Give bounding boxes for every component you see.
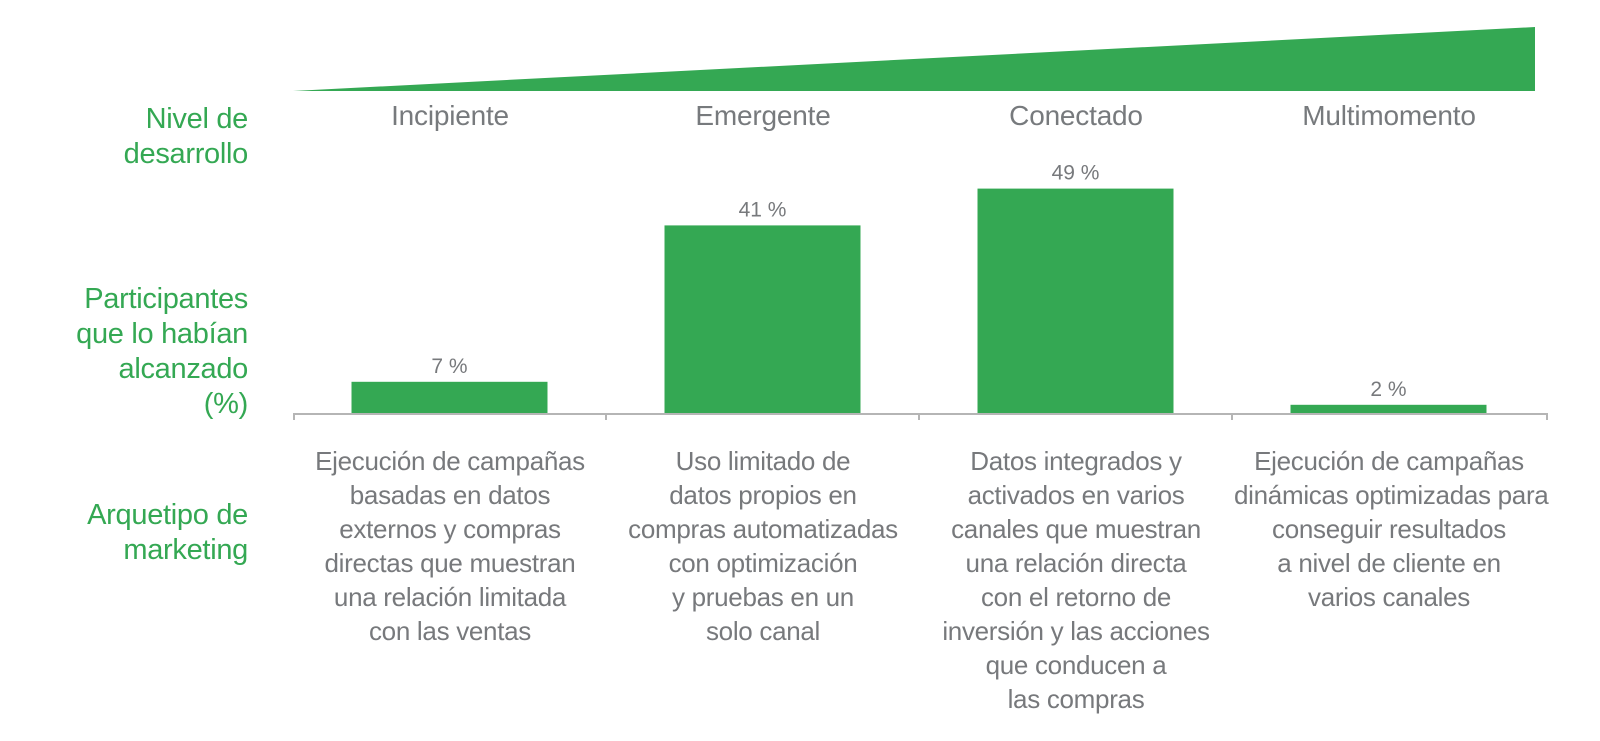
archetype-line: Datos integrados y — [970, 446, 1182, 476]
row-label-participants-line: Participantes — [84, 283, 248, 315]
archetype-line: solo canal — [705, 616, 821, 646]
archetype-line: inversión y las acciones — [942, 616, 1210, 646]
bar-conectado — [977, 188, 1174, 414]
bar-value-label: 7 % — [431, 355, 467, 378]
archetype-line: con las ventas — [368, 616, 531, 646]
archetype-line: directas que muestran — [324, 548, 576, 578]
row-label-level: Nivel de desarrollo — [123, 102, 249, 172]
archetype-line: compras automatizadas — [628, 514, 898, 544]
archetype-line: dinámicas optimizadas para — [1234, 480, 1549, 510]
archetype-line: basadas en datos — [349, 480, 551, 510]
archetype-line: canales que muestran — [951, 514, 1201, 544]
stage-label: Conectado — [1009, 100, 1143, 131]
row-label-level-line: desarrollo — [123, 138, 249, 170]
row-label-participants-line: que lo habían — [76, 318, 248, 350]
bar-multimomento — [1290, 404, 1487, 414]
archetype-line: externos y compras — [339, 514, 561, 544]
stage-label: Multimomento — [1302, 100, 1476, 131]
stage-label: Emergente — [695, 100, 831, 131]
stage-label: Incipiente — [391, 100, 509, 131]
bar-value-label: 49 % — [1052, 162, 1100, 185]
row-label-archetype: Arquetipo de marketing — [87, 498, 248, 568]
archetype-line: varios canales — [1308, 582, 1470, 612]
archetype-line: y pruebas en un — [672, 582, 854, 612]
bar-value-label: 2 % — [1370, 378, 1406, 401]
archetype-line: con el retorno de — [980, 582, 1172, 612]
row-label-participants-line: (%) — [203, 388, 249, 420]
row-label-level-line: Nivel de — [145, 103, 249, 135]
archetype-line: datos propios en — [669, 480, 857, 510]
archetype-line: Ejecución de campañas — [1254, 446, 1524, 476]
row-label-participants: Participantes que lo habían alcanzado (%… — [76, 282, 248, 422]
bar-incipiente — [351, 381, 548, 414]
bar-value-label: 41 % — [739, 198, 787, 221]
archetype-line: Uso limitado de — [675, 446, 851, 476]
archetype-description: Ejecución de campañas dinámicas optimiza… — [1234, 444, 1549, 614]
archetype-line: las compras — [1007, 684, 1145, 714]
bar-emergente — [664, 225, 861, 414]
development-level-wedge — [293, 27, 1535, 91]
archetype-line: con optimización — [668, 548, 858, 578]
archetype-line: conseguir resultados — [1272, 514, 1506, 544]
archetype-line: que conducen a — [985, 650, 1167, 680]
archetype-line: una relación directa — [965, 548, 1187, 578]
row-label-archetype-line: marketing — [123, 534, 248, 566]
archetype-line: activados en varios — [967, 480, 1185, 510]
archetype-description: Datos integrados y activados en varios c… — [921, 444, 1231, 716]
archetype-line: una relación limitada — [333, 582, 567, 612]
row-label-archetype-line: Arquetipo de — [87, 499, 248, 531]
archetype-line: Ejecución de campañas — [315, 446, 585, 476]
archetype-description: Ejecución de campañas basadas en datos e… — [295, 444, 605, 648]
archetype-line: a nivel de cliente en — [1277, 548, 1501, 578]
row-label-participants-line: alcanzado — [118, 353, 248, 385]
archetype-description: Uso limitado de datos propios en compras… — [608, 444, 918, 648]
